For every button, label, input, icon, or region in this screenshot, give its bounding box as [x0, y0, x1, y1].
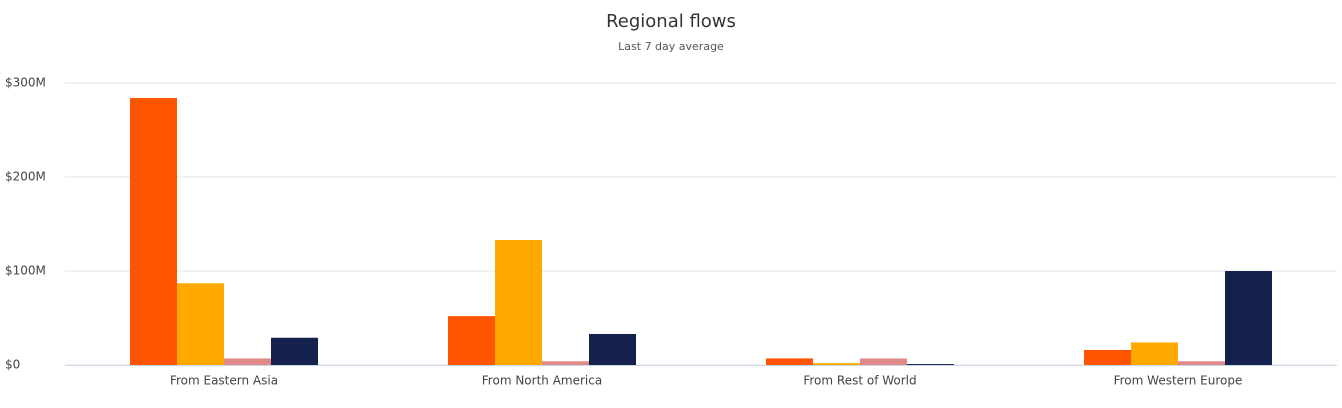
- bar: [813, 363, 860, 365]
- bar: [860, 358, 907, 365]
- x-tick-label: From Rest of World: [803, 374, 916, 388]
- bar: [1131, 342, 1178, 365]
- bar: [271, 337, 318, 365]
- chart-title: Regional flows: [606, 11, 736, 32]
- y-tick-label: $200M: [5, 170, 46, 184]
- bar: [448, 316, 495, 365]
- bar: [1225, 271, 1272, 365]
- bar: [907, 364, 954, 365]
- bar: [589, 333, 636, 365]
- bar: [177, 283, 224, 365]
- bar: [130, 98, 177, 365]
- y-tick-label: $100M: [5, 264, 46, 278]
- y-tick-label: $300M: [5, 76, 46, 90]
- x-tick-label: From Eastern Asia: [170, 374, 278, 388]
- bar: [224, 358, 271, 365]
- x-tick-label: From North America: [482, 374, 602, 388]
- y-tick-label: $0: [5, 358, 20, 372]
- bar: [1084, 349, 1131, 365]
- chart-subtitle: Last 7 day average: [618, 40, 724, 53]
- bar: [542, 361, 589, 365]
- bar: [495, 239, 542, 365]
- bar: [1178, 361, 1225, 365]
- bar: [766, 358, 813, 365]
- x-tick-label: From Western Europe: [1114, 374, 1243, 388]
